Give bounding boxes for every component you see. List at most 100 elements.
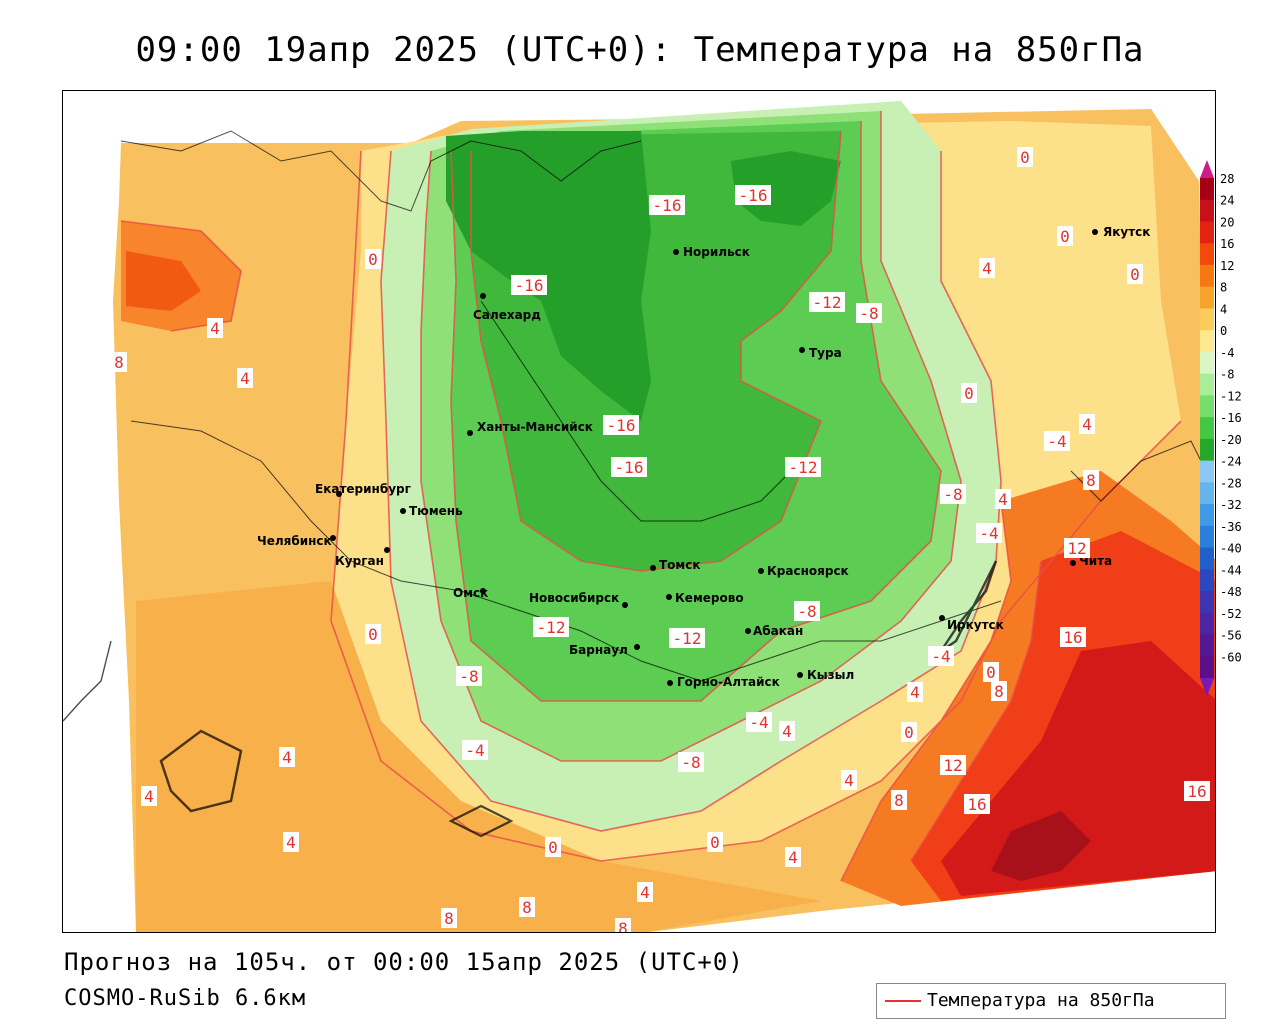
map-area[interactable]: Якутск Норильск Салехард Тура Ханты-Мансийск… [62,90,1216,933]
legend: Температура на 850гПа [876,983,1226,1019]
svg-text:0: 0 [904,723,914,742]
isotherm-label: 8 [1083,470,1099,490]
isotherm-label: -4 [746,712,772,732]
city-marker [330,535,336,541]
colorbar-swatch [1200,504,1214,527]
city-marker [1092,229,1098,235]
svg-text:8: 8 [444,909,454,928]
colorbar-swatch [1200,330,1214,353]
colorbar-swatch [1200,525,1214,549]
band-above-20 [991,811,1091,881]
svg-text:12: 12 [943,756,962,775]
colorbar-swatch [1200,264,1214,288]
city-marker [758,568,764,574]
svg-text:-4: -4 [749,713,768,732]
svg-text:-4: -4 [1047,432,1066,451]
colorbar-swatch [1200,351,1214,375]
isotherm-label: 4 [1079,414,1095,434]
city-label: Екатеринбург [315,482,411,496]
svg-text:4: 4 [144,787,154,806]
colorbar-swatch [1200,438,1214,462]
isotherm-label: 16 [964,794,990,814]
city-6: Тюмень [400,504,463,518]
colorbar-swatch [1200,221,1214,244]
colorbar-swatch [1200,460,1214,483]
svg-text:-8: -8 [797,602,816,621]
svg-text:4: 4 [844,771,854,790]
city-marker [939,615,945,621]
svg-text:-8: -8 [681,753,700,772]
city-marker [673,249,679,255]
svg-text:16: 16 [967,795,986,814]
colorbar-tick-label: -48 [1220,585,1242,599]
isotherm-label: 16 [1184,781,1210,801]
svg-text:0: 0 [548,838,558,857]
svg-text:-16: -16 [739,186,768,205]
colorbar-tick-label: -40 [1220,542,1242,556]
colorbar-top-arrow [1200,160,1214,178]
city-marker [667,680,673,686]
colorbar-tick-label: -56 [1220,629,1242,643]
colorbar-tick-label: -52 [1220,607,1242,621]
isotherm-label: 4 [785,847,801,867]
isotherm-label: 0 [707,832,723,852]
svg-text:4: 4 [286,833,296,852]
colorbar-swatch [1200,612,1214,636]
west-warm-core-inner [126,251,201,311]
city-marker [400,508,406,514]
colorbar-tick-label: -32 [1220,498,1242,512]
colorbar-swatch [1200,286,1214,309]
city-15: Абакан [745,624,803,638]
svg-text:-4: -4 [979,524,998,543]
isotherm-label: 0 [365,249,381,269]
svg-text:8: 8 [1086,471,1096,490]
isotherm-label: -8 [856,303,882,323]
svg-text:8: 8 [114,353,124,372]
city-17: Кызыл [797,668,854,682]
map-title: 09:00 19апр 2025 (UTC+0): Температура на… [135,30,1145,70]
city-2: Салехард [473,293,541,322]
svg-text:8: 8 [894,791,904,810]
svg-text:0: 0 [964,384,974,403]
colorbar-swatch [1200,417,1214,440]
colorbar-tick-label: -8 [1220,368,1234,382]
city-14: Барнаул [569,643,640,657]
isotherm-label: -4 [462,740,488,760]
colorbar-swatch [1200,547,1214,570]
isotherm-labels-layer: -16 -16 -16 -16 -16 -12 -12 -12 -12 -8 -8 -8 -8 -8 -4 -… [111,147,1210,932]
city-marker [467,430,473,436]
city-label: Новосибирск [529,591,619,605]
isotherm-label: 8 [519,897,535,917]
city-label: Якутск [1103,225,1150,239]
model-name: COSMO-RuSib 6.6км [64,986,307,1011]
svg-text:0: 0 [1060,227,1070,246]
svg-text:4: 4 [210,319,220,338]
city-marker [480,293,486,299]
isotherm-label: 4 [979,258,995,278]
colorbar-tick-label: -36 [1220,520,1242,534]
city-marker [634,644,640,650]
isotherm-label: 0 [545,837,561,857]
svg-text:0: 0 [368,250,378,269]
city-marker [622,602,628,608]
temperature-colorbar: 28 24 20 16 12 8 4 0 -4 -8 -12 -16 -20 -24 -28 -32 -36 -4… [1200,160,1242,696]
colorbar-swatch [1200,199,1214,222]
isotherm-label: -16 [511,275,547,295]
colorbar-swatch [1200,591,1214,614]
svg-text:-4: -4 [465,741,484,760]
isotherm-label: -16 [735,185,771,205]
svg-text:4: 4 [640,883,650,902]
city-9: Омск [453,586,488,600]
svg-text:8: 8 [994,682,1004,701]
isotherm-label: 8 [441,908,457,928]
borders [63,130,1212,838]
city-marker [666,594,672,600]
isotherm-label: -12 [785,457,821,477]
legend-line-swatch [885,1000,921,1002]
isotherm-label: -4 [928,646,954,666]
isotherm-label: 0 [1127,264,1143,284]
isotherm-label: 4 [237,368,253,388]
city-label: Челябинск [257,534,332,548]
colorbar-swatch [1200,178,1214,201]
city-label: Курган [335,554,384,568]
